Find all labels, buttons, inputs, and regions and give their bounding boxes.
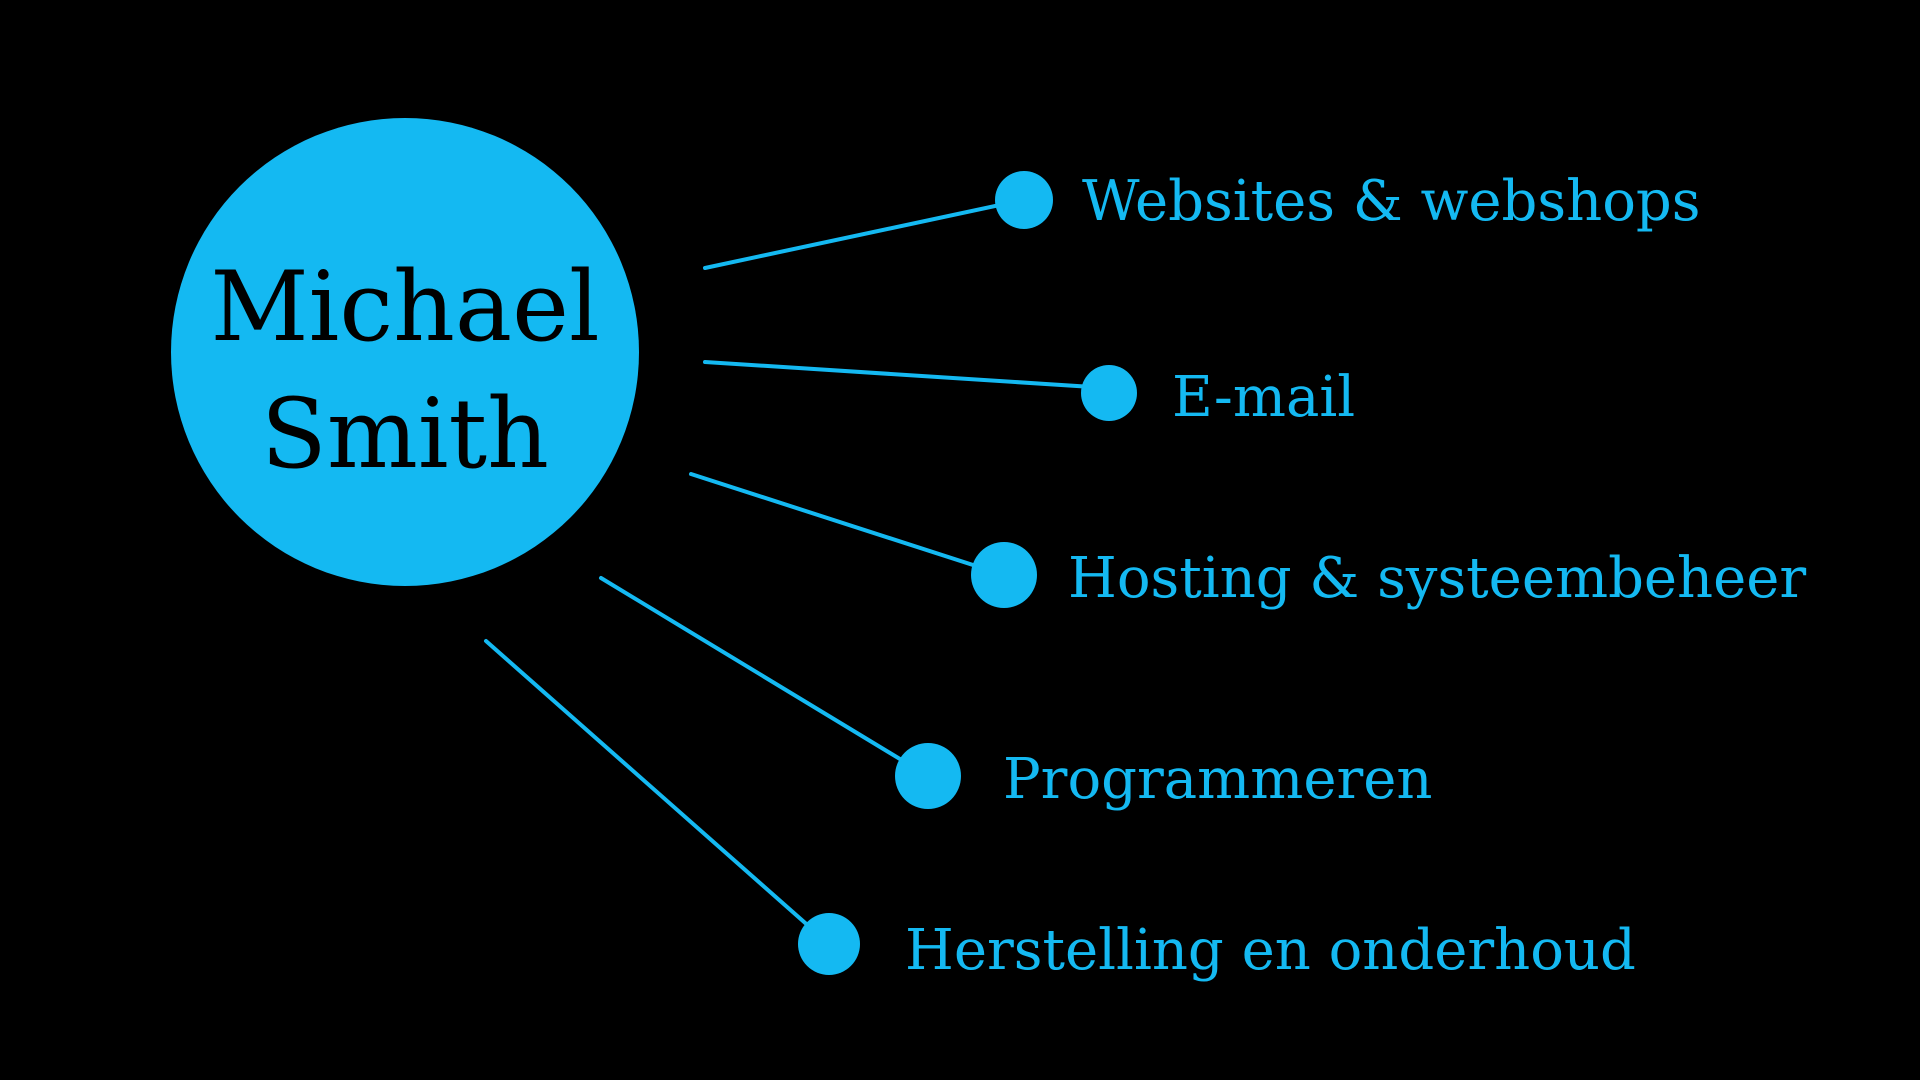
node-label: E-mail xyxy=(1172,365,1355,430)
node-dot xyxy=(798,913,860,975)
node-label: Hosting & systeembeheer xyxy=(1068,546,1806,611)
node-label: Herstelling en onderhoud xyxy=(905,918,1636,983)
service-node-email: E-mail xyxy=(1081,365,1355,430)
node-dot xyxy=(971,542,1037,608)
service-node-herstelling: Herstelling en onderhoud xyxy=(798,913,1636,983)
node-dot xyxy=(895,743,961,809)
node-label: Websites & webshops xyxy=(1082,169,1701,234)
hub-name-first: Michael xyxy=(210,251,599,363)
hub-circle xyxy=(171,118,639,586)
hub-name-last: Smith xyxy=(261,378,549,490)
service-node-websites: Websites & webshops xyxy=(995,169,1701,234)
connector-line-email xyxy=(703,360,1110,390)
connector-line-herstelling xyxy=(484,639,831,946)
connector-line-websites xyxy=(703,198,1025,270)
service-node-hosting: Hosting & systeembeheer xyxy=(971,542,1806,611)
node-label: Programmeren xyxy=(1003,747,1433,812)
node-dot xyxy=(995,171,1053,229)
node-dot xyxy=(1081,365,1137,421)
connector-line-hosting xyxy=(689,472,1006,577)
connector-line-programmeren xyxy=(599,576,930,778)
service-node-programmeren: Programmeren xyxy=(895,743,1433,812)
